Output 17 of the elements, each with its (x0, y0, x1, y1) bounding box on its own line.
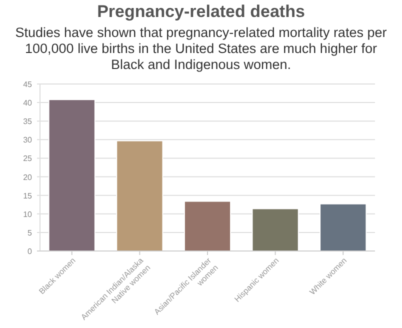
y-tick-label: 15 (23, 191, 33, 200)
y-tick-label: 35 (23, 117, 33, 126)
bar (320, 203, 367, 252)
y-tick-label: 0 (28, 247, 33, 256)
y-tick-label: 20 (23, 172, 33, 182)
y-tick-label: 45 (23, 80, 33, 89)
y-tick-label: 25 (23, 154, 33, 164)
y-tick-label: 10 (23, 210, 33, 219)
y-tick-label: 40 (23, 98, 33, 108)
chart-subtitle: Studies have shown that pregnancy-related mortality rates per 100,000 live births in the United States are much higher for Black and Indigenous women. (15, 25, 388, 72)
y-tick-label: 5 (28, 228, 33, 238)
bar (252, 208, 299, 252)
bar (116, 140, 164, 252)
chart-title: Pregnancy-related deaths (97, 2, 305, 21)
bar (48, 99, 96, 252)
bar (184, 200, 232, 252)
y-tick-label: 30 (23, 136, 33, 145)
